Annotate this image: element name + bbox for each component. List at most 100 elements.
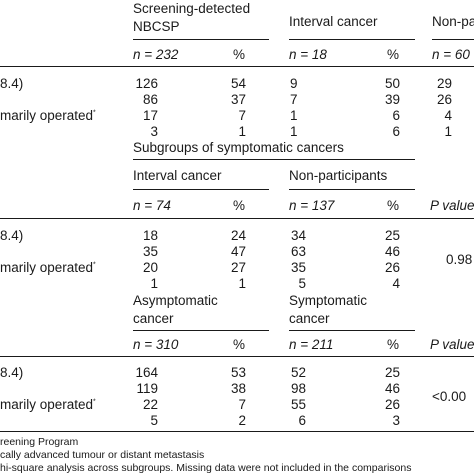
rule-block1	[0, 66, 474, 67]
group-header-nonparticipants: Non-pa	[432, 14, 474, 29]
n-label-interval: n = 18	[289, 47, 327, 62]
pvalue: 0.98	[446, 252, 473, 267]
group-header-screening-line1: Screening-detected	[133, 1, 251, 16]
dagger-mark: *	[93, 261, 96, 269]
pct-header-nonparticipants: %	[387, 198, 400, 213]
cell: 7	[290, 92, 298, 107]
cell: 25	[384, 228, 400, 243]
cell: 50	[384, 76, 400, 91]
rule-group2	[289, 189, 415, 190]
cell: 46	[384, 244, 400, 259]
group-header-symptomatic-line2: cancer	[289, 311, 330, 326]
n-label-nonparticipants: n = 60	[432, 47, 470, 62]
cell: 4	[444, 108, 452, 123]
cell: 119	[136, 381, 158, 396]
cell: 38	[230, 381, 246, 396]
pct-header-asymptomatic: %	[233, 337, 246, 352]
subgroups-title: Subgroups of symptomatic cancers	[133, 140, 344, 155]
pvalue: <0.00	[432, 389, 467, 404]
cell: 37	[230, 92, 246, 107]
row-label: marily operated*	[0, 109, 96, 123]
cell: 24	[230, 228, 246, 243]
n-label-nonparticipants: n = 137	[289, 198, 335, 213]
rule-block3	[0, 356, 474, 357]
group-header-interval: Interval cancer	[133, 168, 222, 183]
cell: 63	[290, 244, 306, 259]
pct-header-interval: %	[233, 198, 246, 213]
n-label-screening: n = 232	[133, 47, 179, 62]
cell: 22	[142, 397, 158, 412]
pct-header-interval: %	[387, 47, 400, 62]
n-label-asymptomatic: n = 310	[133, 337, 179, 352]
cell: 98	[290, 381, 306, 396]
cell: 6	[298, 413, 306, 428]
footnote: reening Program	[0, 436, 79, 448]
pvalue-header-text: P value	[430, 337, 474, 352]
cell: 47	[230, 244, 246, 259]
rule-group1	[133, 39, 269, 40]
cell: 1	[238, 124, 246, 139]
cell: 46	[384, 381, 400, 396]
cell: 18	[142, 228, 158, 243]
cell: 6	[392, 108, 400, 123]
cell: 26	[436, 92, 452, 107]
cell: 53	[230, 365, 246, 380]
pct-header-symptomatic: %	[387, 337, 400, 352]
cell: 39	[384, 92, 400, 107]
group-header-symptomatic-line1: Symptomatic	[289, 293, 368, 308]
group-header-nonparticipants: Non-participants	[289, 168, 388, 183]
cell: 86	[142, 92, 158, 107]
cell: 35	[142, 244, 158, 259]
cell: 1	[290, 124, 298, 139]
cell: 35	[290, 260, 306, 275]
pct-header-screening: %	[233, 47, 246, 62]
cell: 5	[298, 276, 306, 291]
pvalue-header-text: P value	[430, 198, 474, 213]
cell: 26	[384, 260, 400, 275]
n-label-interval: n = 74	[133, 198, 171, 213]
cell: 3	[392, 413, 400, 428]
cell: 9	[290, 76, 298, 91]
cell: 55	[290, 397, 306, 412]
cell: 164	[135, 365, 158, 380]
pvalue-header: P value	[430, 338, 474, 352]
cell: 2	[238, 413, 246, 428]
pvalue-header: P value	[430, 199, 474, 213]
rule-group1	[133, 330, 269, 331]
row-label: marily operated*	[0, 398, 96, 412]
cell: 1	[290, 108, 298, 123]
row-label-text: marily operated	[0, 397, 94, 412]
cell: 17	[142, 108, 158, 123]
cell: 25	[384, 365, 400, 380]
rule-group3	[432, 39, 474, 40]
group-header-interval: Interval cancer	[289, 14, 378, 29]
cell: 34	[290, 228, 306, 243]
group-header-screening-line2: NBCSP	[133, 19, 180, 34]
cell: 4	[392, 276, 400, 291]
row-label-text: marily operated	[0, 108, 94, 123]
cell: 1	[238, 276, 246, 291]
cell: 1	[444, 124, 452, 139]
rule-subgroups	[133, 159, 415, 160]
dagger-mark: *	[93, 109, 96, 117]
cell: 1	[150, 276, 158, 291]
row-label: 8.4)	[0, 76, 24, 91]
rule-group2	[289, 330, 415, 331]
cell: 52	[290, 365, 306, 380]
cell: 7	[238, 108, 246, 123]
cell: 20	[142, 260, 158, 275]
rule-group1	[133, 189, 269, 190]
cell: 6	[392, 124, 400, 139]
footnote: cally advanced tumour or distant metasta…	[0, 449, 205, 461]
group-header-asymptomatic-line1: Asymptomatic	[133, 293, 218, 308]
cell: 26	[384, 397, 400, 412]
rule-block2	[0, 218, 474, 219]
cell: 5	[150, 413, 158, 428]
cell: 29	[436, 76, 452, 91]
cell: 54	[230, 76, 246, 91]
group-header-asymptomatic-line2: cancer	[133, 311, 174, 326]
n-label-symptomatic: n = 211	[289, 337, 334, 352]
cell: 7	[238, 397, 246, 412]
footnote: hi-square analysis across subgroups. Mis…	[0, 462, 412, 474]
rule-table-bottom	[0, 431, 474, 432]
